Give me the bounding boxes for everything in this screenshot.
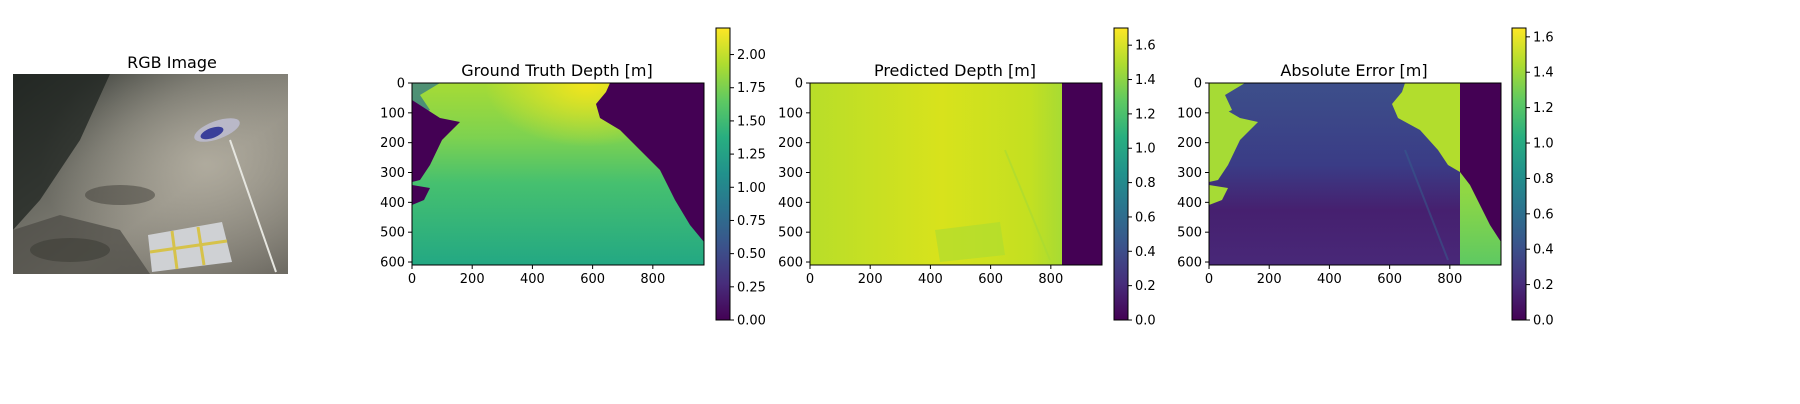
err-xtick-label: 400 (1317, 272, 1342, 287)
err-colorbar: 0.0 0.2 0.4 0.6 0.8 1.0 1.2 1.4 1.6 (1511, 27, 1554, 329)
gt-ytick-label: 400 (380, 196, 405, 211)
gt-colorbar-label: 2.00 (737, 48, 766, 63)
pred-axes-frame (809, 82, 1103, 266)
err-ytick-label: 300 (1177, 166, 1202, 181)
gt-title: Ground Truth Depth [m] (461, 61, 652, 80)
gt-colorbar-label: 1.00 (737, 181, 766, 196)
gt-xtick-label: 600 (580, 272, 605, 287)
err-xtick-label: 800 (1437, 272, 1462, 287)
gt-colorbar-bar (715, 27, 731, 321)
gt-colorbar-label: 0.50 (737, 247, 766, 262)
gt-ytick-label: 200 (380, 136, 405, 151)
predicted-panel: Predicted Depth [m] 0 200 400 600 800 0 100 20… (778, 27, 1156, 329)
gt-ytick-label: 500 (380, 226, 405, 241)
pred-ytick-label: 300 (778, 166, 803, 181)
err-ytick-label: 400 (1177, 196, 1202, 211)
err-y-axis: 0 100 200 300 400 500 600 (1177, 77, 1209, 271)
err-xtick-label: 600 (1377, 272, 1402, 287)
gt-xtick-label: 800 (640, 272, 665, 287)
pred-xtick-label: 0 (806, 272, 814, 287)
err-xtick-label: 200 (1257, 272, 1282, 287)
pred-title: Predicted Depth [m] (874, 61, 1036, 80)
pred-colorbar-label: 0.6 (1135, 210, 1156, 225)
gt-ytick-label: 0 (397, 77, 405, 92)
err-ytick-label: 100 (1177, 106, 1202, 121)
err-colorbar-label: 0.2 (1533, 278, 1554, 293)
err-heatmap (1209, 83, 1501, 265)
rgb-image-title: RGB Image (127, 53, 217, 72)
pred-colorbar-bar (1113, 27, 1129, 321)
err-xtick-label: 0 (1205, 272, 1213, 287)
err-ytick-label: 600 (1177, 256, 1202, 271)
gt-colorbar-label: 0.00 (737, 314, 766, 329)
pred-colorbar-label: 0.0 (1135, 314, 1156, 329)
err-title: Absolute Error [m] (1280, 61, 1427, 80)
err-ytick-label: 0 (1194, 77, 1202, 92)
pred-x-axis: 0 200 400 600 800 (806, 265, 1063, 287)
pred-ytick-label: 0 (795, 77, 803, 92)
err-colorbar-bar (1511, 27, 1527, 321)
gt-ytick-label: 600 (380, 256, 405, 271)
rgb-photo (13, 74, 288, 274)
calibration-target (148, 222, 232, 272)
pred-xtick-label: 600 (978, 272, 1003, 287)
err-x-axis: 0 200 400 600 800 (1205, 265, 1462, 287)
pred-colorbar-label: 1.2 (1135, 107, 1156, 122)
err-colorbar-label: 1.0 (1533, 137, 1554, 152)
gt-xtick-label: 0 (408, 272, 416, 287)
pred-ytick-label: 100 (778, 106, 803, 121)
ground-truth-panel: Ground Truth Depth [m] 0 200 400 600 800 0 10… (380, 27, 766, 329)
gt-ytick-label: 100 (380, 106, 405, 121)
gt-ytick-label: 300 (380, 166, 405, 181)
pred-xtick-label: 800 (1038, 272, 1063, 287)
gt-colorbar-label: 1.50 (737, 114, 766, 129)
pred-ytick-label: 400 (778, 196, 803, 211)
pred-colorbar-label: 0.4 (1135, 245, 1156, 260)
pred-xtick-label: 400 (918, 272, 943, 287)
gt-colorbar-label: 1.25 (737, 148, 766, 163)
gt-colorbar-label: 1.75 (737, 81, 766, 96)
gt-xtick-label: 200 (460, 272, 485, 287)
err-colorbar-label: 0.0 (1533, 314, 1554, 329)
err-colorbar-label: 1.2 (1533, 101, 1554, 116)
absolute-error-panel: Absolute Error [m] 0 200 400 600 800 0 100 200… (1177, 27, 1554, 329)
pred-ytick-label: 600 (778, 256, 803, 271)
gt-colorbar-label: 0.75 (737, 214, 766, 229)
err-colorbar-label: 0.6 (1533, 207, 1554, 222)
robot (194, 118, 240, 142)
err-colorbar-label: 0.8 (1533, 172, 1554, 187)
err-colorbar-label: 1.6 (1533, 30, 1554, 45)
gt-y-axis: 0 100 200 300 400 500 600 (380, 77, 412, 271)
pred-colorbar-label: 1.4 (1135, 73, 1156, 88)
gt-axes-frame (411, 82, 705, 266)
err-colorbar-label: 1.4 (1533, 66, 1554, 81)
pred-ytick-label: 200 (778, 136, 803, 151)
err-axes-frame (1208, 82, 1502, 266)
pred-xtick-label: 200 (858, 272, 883, 287)
err-ytick-label: 500 (1177, 226, 1202, 241)
pred-colorbar-label: 0.8 (1135, 176, 1156, 191)
gt-heatmap (412, 83, 704, 265)
pred-colorbar: 0.0 0.2 0.4 0.6 0.8 1.0 1.2 1.4 1.6 (1113, 27, 1156, 329)
err-colorbar-label: 0.4 (1533, 243, 1554, 258)
pred-colorbar-label: 1.6 (1135, 39, 1156, 54)
pred-colorbar-label: 1.0 (1135, 142, 1156, 157)
pred-ytick-label: 500 (778, 226, 803, 241)
pred-heatmap (810, 83, 1102, 265)
pred-colorbar-label: 0.2 (1135, 279, 1156, 294)
gt-xtick-label: 400 (520, 272, 545, 287)
gt-x-axis: 0 200 400 600 800 (408, 265, 665, 287)
gt-colorbar-label: 0.25 (737, 280, 766, 295)
err-ytick-label: 200 (1177, 136, 1202, 151)
pred-y-axis: 0 100 200 300 400 500 600 (778, 77, 810, 271)
rgb-image-panel: RGB Image (13, 53, 288, 274)
gt-colorbar: 0.00 0.25 0.50 0.75 1.00 1.25 1.50 1.75 2.00 (715, 27, 766, 329)
